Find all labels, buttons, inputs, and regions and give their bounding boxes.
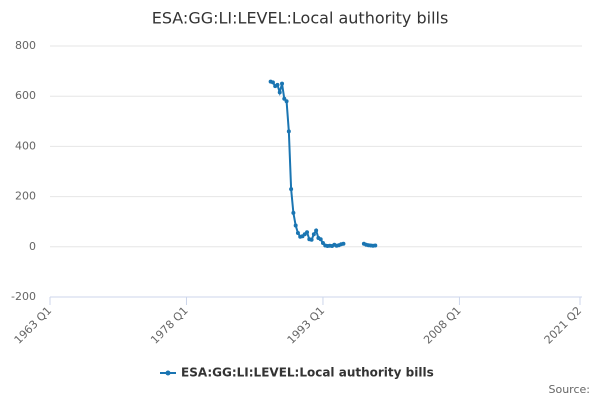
data-point [291,210,296,215]
y-tick-label: 800 [15,39,36,52]
data-point [373,243,378,248]
data-point [289,187,294,192]
legend-marker [165,370,171,376]
data-point [275,82,280,87]
data-point [341,241,346,246]
data-point [293,223,298,228]
chart-title: ESA:GG:LI:LEVEL:Local authority bills [152,9,449,28]
data-point [280,81,285,86]
source: Source: [549,383,591,396]
y-tick-label: 400 [15,139,36,152]
data-point [305,230,310,235]
legend-label: ESA:GG:LI:LEVEL:Local authority bills [181,366,434,380]
y-tick-label: 200 [15,190,36,203]
data-point [270,80,275,85]
data-point [318,237,323,242]
data-point [284,99,289,104]
y-tick-label: 0 [29,240,36,253]
data-point [277,90,282,95]
data-point [286,129,291,134]
y-tick-label: -200 [11,290,36,303]
data-point [295,230,300,235]
data-point [309,237,314,242]
data-point [314,228,319,233]
data-point [311,232,316,237]
y-tick-label: 600 [15,89,36,102]
